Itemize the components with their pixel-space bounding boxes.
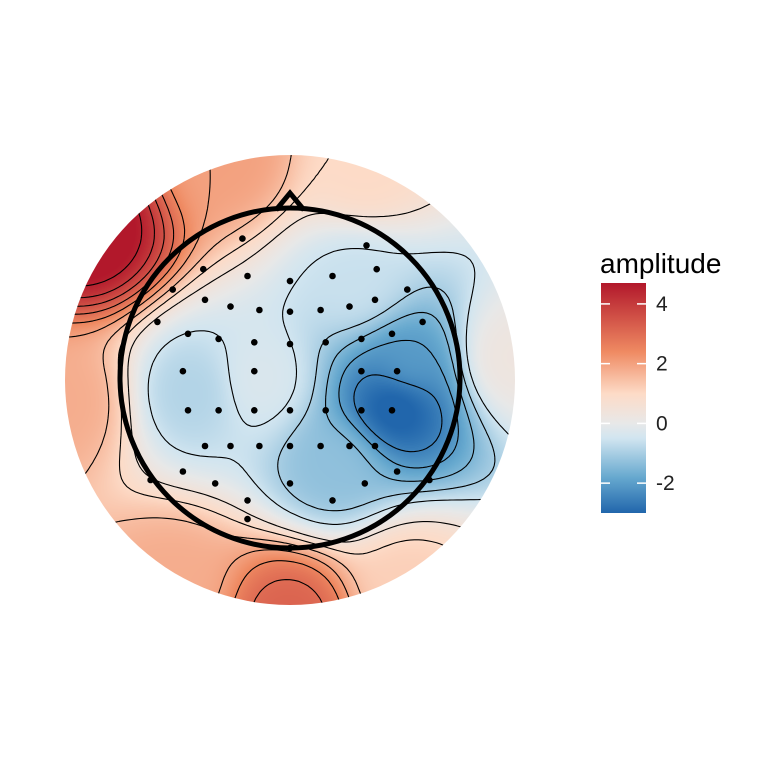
legend-ticks: 4 2 0 -2 [601, 293, 675, 495]
electrode-20 [286, 340, 294, 348]
electrode-13 [346, 303, 353, 310]
electrode-30 [215, 407, 222, 414]
electrode-6 [373, 265, 381, 273]
electrode-27 [358, 367, 365, 375]
electrode-3 [244, 272, 251, 280]
electrode-51 [329, 497, 336, 504]
electrode-28 [393, 367, 401, 375]
electrode-12 [317, 306, 324, 314]
electrode-10 [256, 306, 263, 314]
electrode-46 [211, 480, 219, 487]
electrode-0 [239, 235, 246, 242]
electrode-38 [256, 442, 263, 450]
color-legend: amplitude 4 2 0 -2 [600, 248, 721, 513]
electrode-points [147, 235, 433, 552]
electrode-18 [215, 335, 222, 343]
electrode-9 [227, 303, 234, 310]
electrode-41 [346, 442, 353, 450]
electrode-21 [322, 339, 330, 346]
legend-tick-label: 0 [656, 412, 668, 435]
electrode-14 [371, 296, 379, 304]
electrode-26 [251, 367, 258, 375]
contour-line-0 [353, 374, 443, 453]
contour-line-8 [65, 155, 362, 605]
electrode-32 [286, 407, 294, 414]
legend-colorbar [601, 283, 646, 513]
contour-line-3 [277, 286, 496, 512]
electrode-47 [286, 480, 294, 487]
electrode-37 [227, 442, 234, 450]
electrode-43 [179, 468, 187, 475]
legend-tick-label: 2 [656, 353, 668, 376]
legend-tick-label: -2 [656, 472, 675, 495]
electrode-44 [393, 468, 401, 475]
electrode-24 [419, 318, 426, 326]
electrode-50 [244, 497, 251, 504]
electrode-5 [329, 272, 336, 280]
electrode-23 [388, 330, 396, 338]
electrode-22 [358, 335, 365, 343]
electrode-42 [371, 442, 379, 450]
contour-line-7 [65, 155, 380, 605]
electrode-36 [201, 442, 209, 450]
electrode-31 [251, 407, 258, 414]
electrode-34 [358, 407, 365, 414]
nose-marker [274, 189, 306, 212]
contour-line-4 [147, 247, 515, 525]
electrode-4 [286, 277, 294, 285]
electrode-16 [154, 318, 161, 326]
electrode-40 [317, 442, 324, 450]
electrode-39 [286, 442, 294, 450]
electrode-1 [363, 242, 370, 249]
electrode-29 [184, 407, 192, 414]
electrode-17 [184, 330, 192, 338]
electrode-7 [169, 286, 176, 293]
electrode-52 [244, 515, 251, 523]
electrode-15 [404, 286, 411, 293]
electrode-19 [251, 339, 258, 346]
electrode-25 [179, 367, 187, 375]
electrode-35 [388, 407, 396, 414]
contour-line-1 [338, 339, 459, 469]
electrode-11 [286, 308, 294, 316]
electrode-2 [200, 265, 207, 273]
electrode-48 [361, 480, 369, 487]
electrode-53 [286, 544, 294, 552]
electrode-49 [426, 476, 433, 484]
electrode-45 [147, 476, 154, 484]
legend-title: amplitude [600, 248, 721, 279]
electrode-8 [201, 296, 209, 304]
legend-tick-label: 4 [656, 293, 668, 316]
electrode-33 [322, 407, 330, 414]
